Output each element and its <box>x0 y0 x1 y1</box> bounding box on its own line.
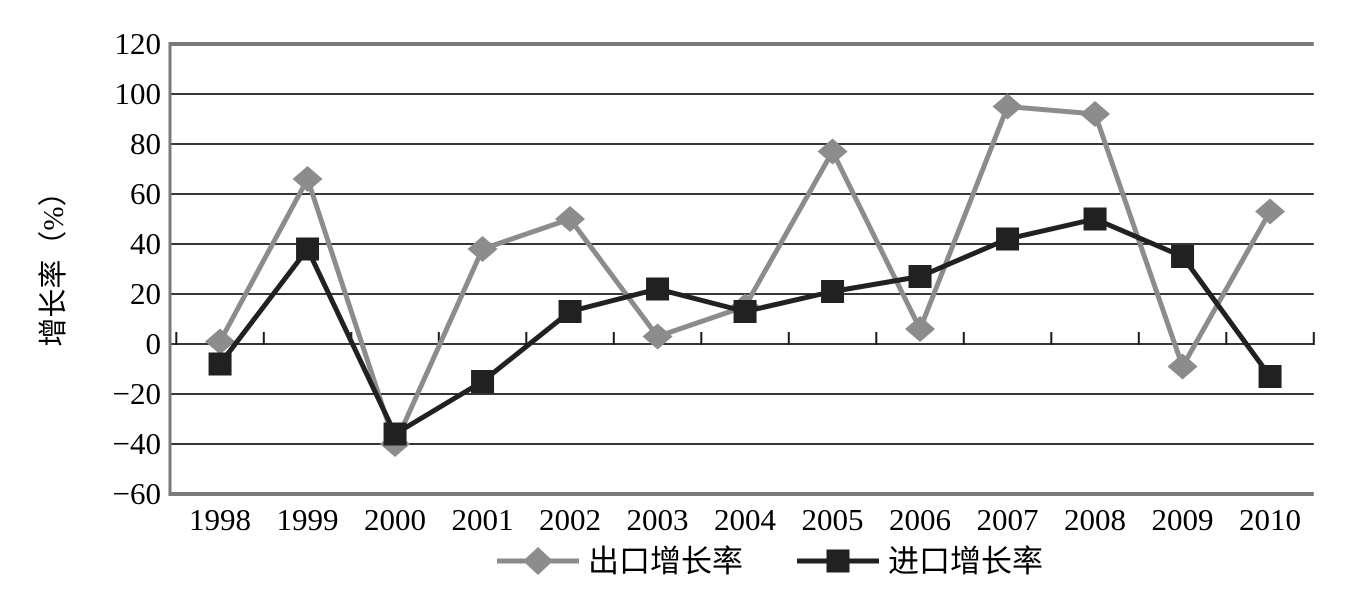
x-tick-label: 2005 <box>802 502 864 537</box>
import-marker-square-icon <box>1171 245 1195 268</box>
x-tick-label: 1998 <box>189 502 251 537</box>
export-marker-diamond-icon <box>1255 198 1286 225</box>
export-marker-diamond-icon <box>467 236 498 262</box>
legend-import-label: 进口增长率 <box>888 544 1043 579</box>
y-axis-title: 增长率（%） <box>37 177 70 346</box>
y-tick-label: 120 <box>115 26 162 61</box>
y-tick-label: −20 <box>113 376 161 411</box>
x-tick-label: 2001 <box>452 502 514 537</box>
x-tick-label: 2002 <box>539 502 601 537</box>
x-axis-tick-labels: 1998 1999 2000 2001 2002 2003 2004 2005 2006 2007… <box>189 502 1301 537</box>
x-tick-label: 2006 <box>889 502 951 537</box>
y-tick-label: −60 <box>113 476 161 511</box>
export-marker-diamond-icon <box>1167 353 1198 380</box>
y-axis-tick-labels: 120 100 80 60 40 20 0 −20 −40 −60 <box>113 26 161 511</box>
y-tick-label: −40 <box>113 426 161 461</box>
plot-frame <box>168 42 1314 496</box>
import-marker-square-icon <box>1258 365 1282 388</box>
export-marker-diamond-icon <box>292 166 323 192</box>
export-marker-diamond-icon <box>555 206 586 232</box>
legend-diamond-icon <box>523 547 553 575</box>
y-tick-label: 0 <box>146 326 162 361</box>
x-tick-label: 2004 <box>714 502 777 537</box>
import-marker-square-icon <box>996 227 1020 251</box>
y-tick-label: 40 <box>130 226 161 261</box>
export-marker-diamond-icon <box>817 138 848 165</box>
x-tick-label: 2009 <box>1152 502 1214 537</box>
import-marker-square-icon <box>208 352 232 376</box>
x-tick-label: 2000 <box>364 502 426 537</box>
x-tick-label: 2007 <box>977 502 1039 537</box>
gridlines <box>170 93 1314 445</box>
import-marker-square-icon <box>383 422 407 446</box>
x-tick-label: 1999 <box>277 502 339 537</box>
x-tick-label: 2010 <box>1239 502 1301 537</box>
import-marker-square-icon <box>646 277 670 301</box>
x-tick-label: 2003 <box>627 502 689 537</box>
y-tick-label: 100 <box>115 76 162 111</box>
legend: 出口增长率 进口增长率 <box>497 544 1043 579</box>
import-marker-square-icon <box>908 265 932 288</box>
export-marker-diamond-icon <box>1080 101 1111 127</box>
legend-export-label: 出口增长率 <box>588 544 743 579</box>
y-tick-label: 20 <box>130 276 161 311</box>
import-marker-square-icon <box>296 237 320 261</box>
import-marker-square-icon <box>821 280 845 303</box>
y-tick-label: 60 <box>130 176 161 211</box>
y-tick-label: 80 <box>130 126 161 161</box>
import-marker-square-icon <box>558 300 582 323</box>
import-marker-square-icon <box>471 370 495 393</box>
x-tick-label: 2008 <box>1064 502 1126 537</box>
data-series <box>205 93 1286 457</box>
import-marker-square-icon <box>1083 207 1107 231</box>
import-marker-square-icon <box>733 300 757 323</box>
import-line <box>218 216 1273 437</box>
export-marker-diamond-icon <box>642 323 673 350</box>
export-marker-diamond-icon <box>205 328 236 355</box>
export-marker-diamond-icon <box>992 93 1023 120</box>
export-marker-diamond-icon <box>905 316 936 342</box>
legend-square-icon <box>826 549 850 573</box>
